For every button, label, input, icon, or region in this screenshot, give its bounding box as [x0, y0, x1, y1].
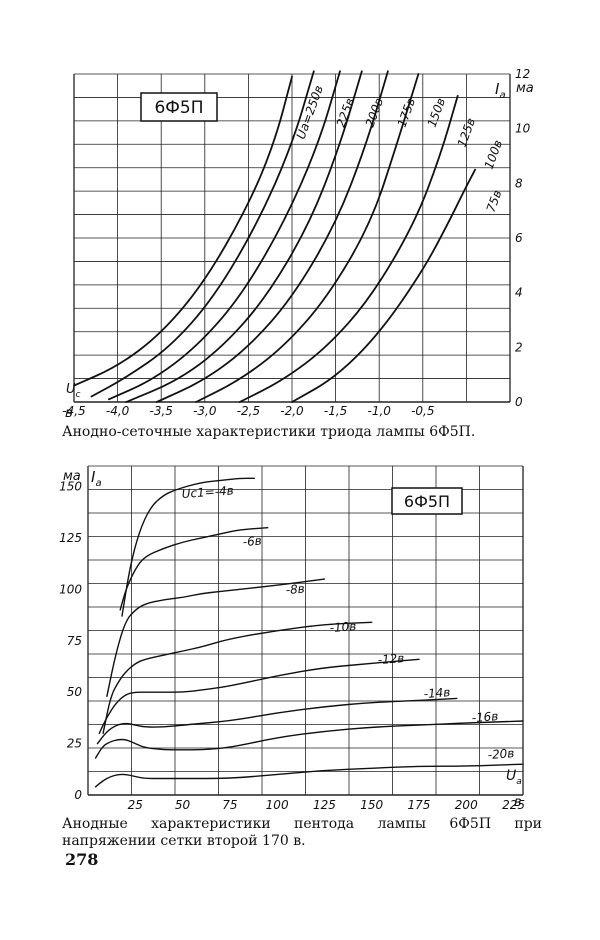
triode-title: 6Ф5П	[154, 98, 203, 118]
series-line	[94, 763, 524, 788]
series-label: -14в	[423, 685, 451, 701]
x-tick-label: -2,5	[237, 404, 260, 418]
x-tick-label: 150	[360, 798, 383, 812]
x-tick-label: -0,5	[411, 404, 434, 418]
pentode-grid	[87, 465, 524, 796]
pentode-title: 6Ф5П	[404, 492, 450, 511]
series-label: -16в	[471, 709, 499, 725]
x-tick-label: 25	[128, 798, 143, 812]
y-tick-label: 8	[515, 176, 523, 190]
x-tick-label: -4,5	[62, 404, 85, 418]
series-line	[106, 578, 326, 697]
y-tick-label: 4	[515, 286, 523, 300]
series-label: Uс1=-4в	[181, 483, 234, 501]
pentode-curves	[94, 477, 524, 788]
x-tick-label: 50	[175, 798, 191, 812]
series-label: 225в	[334, 96, 357, 129]
x-tick-label: -1,0	[367, 404, 391, 418]
series-line	[108, 70, 341, 401]
series-line	[90, 70, 315, 398]
page-number: 278	[65, 850, 99, 869]
x-tick-label: -4,0	[106, 404, 130, 418]
series-label: 75в	[484, 188, 505, 214]
y-tick-label: 6	[515, 231, 523, 245]
series-line	[155, 70, 389, 403]
y-tick-label: 25	[67, 737, 82, 751]
series-line	[94, 720, 524, 759]
pentode-title-box	[391, 487, 463, 515]
x-tick-label: 200	[455, 798, 478, 812]
y-tick-label: 150	[59, 480, 82, 494]
series-label: -12в	[377, 651, 405, 667]
x-tick-label: -3,5	[149, 404, 172, 418]
pentode-chart: 25 50 75 100 125 150 175 200 225 0 25 50 75 100 125 150…	[59, 465, 525, 812]
x-tick-label: 175	[408, 798, 431, 812]
x-tick-label: 75	[222, 798, 237, 812]
pentode-y-unit: ма	[63, 469, 81, 484]
triode-title-box	[140, 92, 218, 122]
pentode-x-axis-label: Uа	[506, 768, 522, 787]
series-line	[125, 70, 363, 403]
series-label: 175в	[395, 96, 418, 129]
triode-grid	[73, 73, 511, 403]
y-tick-label: 50	[67, 685, 83, 699]
y-tick-label: 12	[515, 67, 530, 81]
triode-x-axis-label: Uс	[66, 382, 81, 400]
x-tick-label: -2,0	[280, 404, 304, 418]
triode-y-unit: ма	[516, 81, 534, 96]
series-line	[121, 477, 256, 617]
series-line	[238, 95, 459, 403]
y-tick-label: 125	[59, 531, 82, 545]
pentode-x-unit: в	[514, 795, 522, 810]
x-tick-label: 100	[266, 798, 289, 812]
series-line	[98, 658, 420, 734]
series-line	[73, 75, 293, 387]
y-tick-label: 0	[515, 395, 523, 409]
x-tick-label: 225	[502, 798, 525, 812]
triode-y-axis-label: Iа	[495, 80, 506, 101]
x-tick-label: -1,5	[324, 404, 347, 418]
y-tick-label: 75	[67, 634, 82, 648]
series-line	[119, 527, 269, 611]
series-label: -6в	[242, 534, 262, 549]
pentode-series-labels: Uс1=-4в -6в -8в -10в -12в -14в -16в -20в	[181, 483, 515, 762]
x-tick-label: -3,0	[193, 404, 217, 418]
series-label: -10в	[329, 619, 357, 635]
y-tick-label: 0	[74, 788, 82, 802]
y-tick-label: 2	[515, 340, 523, 354]
pentode-caption: Анодные характеристики пентода лампы 6Ф5…	[62, 816, 542, 849]
pentode-tick-labels: 25 50 75 100 125 150 175 200 225 0 25 50 75 100 125 150	[59, 480, 525, 812]
triode-x-unit: в	[65, 406, 73, 421]
y-tick-label: 10	[515, 122, 531, 136]
x-tick-label: 125	[313, 798, 336, 812]
series-label: 150в	[425, 96, 448, 129]
series-line	[102, 621, 373, 734]
series-label: 200в	[363, 96, 386, 129]
triode-curves	[73, 70, 476, 403]
series-label: 100в	[482, 138, 505, 171]
series-line	[291, 168, 476, 403]
series-line	[96, 697, 458, 745]
y-tick-label: 100	[59, 582, 82, 596]
series-label: -20в	[487, 746, 515, 762]
triode-chart: -4,5 -4,0 -3,5 -3,0 -2,5 -2,0 -1,5 -1,0 -0,5 0 2 4 6…	[62, 67, 534, 421]
triode-caption: Анодно-сеточные характеристики триода ла…	[62, 424, 476, 440]
series-line	[195, 73, 420, 403]
pentode-y-axis-label: Iа	[91, 468, 102, 489]
triode-tick-labels: -4,5 -4,0 -3,5 -3,0 -2,5 -2,0 -1,5 -1,0 -0,5 0 2 4 6…	[62, 67, 530, 418]
series-label: -8в	[285, 582, 305, 597]
